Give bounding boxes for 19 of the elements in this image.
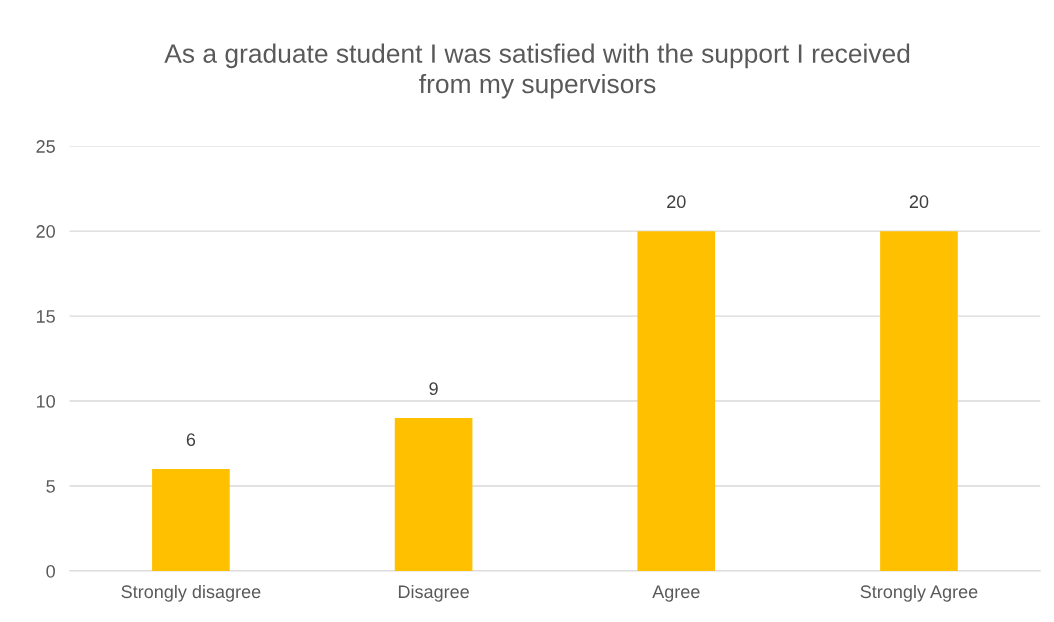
bar — [152, 469, 230, 571]
data-label: 6 — [186, 433, 196, 447]
bar — [880, 231, 958, 571]
y-tick-label: 10 — [36, 395, 55, 408]
bar — [394, 418, 473, 571]
data-label: 20 — [667, 195, 686, 209]
data-label: 20 — [909, 195, 929, 209]
data-label: 9 — [429, 382, 438, 396]
x-tick-label: Agree — [652, 585, 700, 602]
x-tick-label: Strongly disagree — [121, 584, 261, 602]
bar — [637, 231, 716, 571]
y-tick-label: 15 — [36, 310, 55, 323]
x-tick-label: Strongly Agree — [860, 584, 978, 602]
chart-title: As a graduate student I was satisfied with the support I received from my supervisors — [164, 43, 910, 99]
y-tick-label: 20 — [36, 225, 55, 238]
y-tick-label: 0 — [46, 564, 55, 578]
x-tick-label: Disagree — [398, 584, 469, 602]
y-tick-label: 5 — [46, 480, 55, 493]
y-tick-label: 25 — [36, 140, 55, 153]
